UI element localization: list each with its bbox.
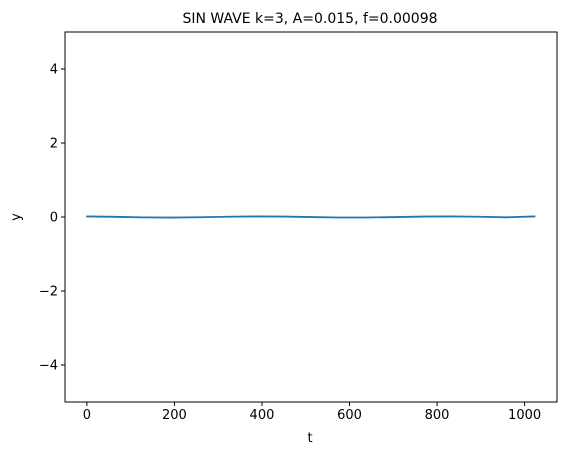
y-tick-label: −2 [39,285,58,300]
x-tick-label: 800 [425,408,450,423]
x-axis-label: t [307,431,312,446]
plot-frame [64,31,558,403]
x-tick-label: 400 [250,408,275,423]
y-axis-label: y [9,213,24,221]
chart-title: SIN WAVE k=3, A=0.015, f=0.00098 [182,11,437,27]
y-tick-label: 0 [50,211,58,226]
x-tick-label: 200 [162,408,187,423]
x-tick-label: 600 [337,408,362,423]
series-line [85,215,536,219]
x-tick-label: 1000 [508,408,541,423]
y-tick-label: 4 [50,63,58,78]
plot-area: 0 200 400 600 800 1000 −4 −2 0 2 4 [39,63,541,424]
y-tick-label: 2 [50,137,58,152]
x-tick-label: 0 [83,408,91,423]
y-tick-label: −4 [39,359,58,374]
